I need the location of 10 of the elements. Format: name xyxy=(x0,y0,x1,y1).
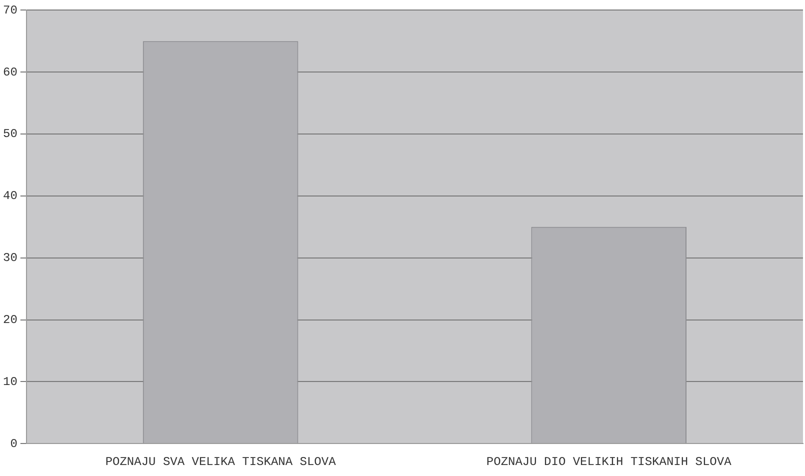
y-tick-label: 30 xyxy=(2,251,18,266)
y-tick-label: 60 xyxy=(2,65,18,80)
y-tick-label: 20 xyxy=(2,312,18,327)
y-tick-label: 10 xyxy=(2,374,18,389)
x-tick-label: POZNAJU DIO VELIKIH TISKANIH SLOVA xyxy=(486,454,732,469)
x-tick-label: POZNAJU SVA VELIKA TISKANA SLOVA xyxy=(105,454,337,469)
y-tick-label: 40 xyxy=(2,189,18,204)
y-tick-label: 70 xyxy=(2,3,18,18)
y-tick-label: 50 xyxy=(2,127,18,142)
y-tick-label: 0 xyxy=(10,436,18,451)
